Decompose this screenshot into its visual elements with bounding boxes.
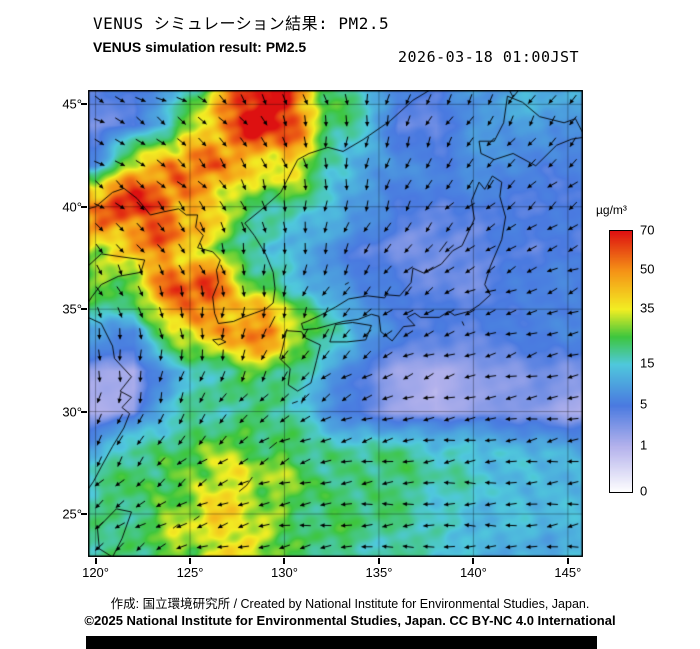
colorbar-tick-label: 0 [640,483,648,499]
lon-tick-mark [566,558,569,564]
page-title-english: VENUS simulation result: PM2.5 [93,39,307,55]
colorbar-tick-label: 15 [640,355,655,371]
lon-tick-mark [377,558,380,564]
colorbar-unit-label: µg/m³ [596,203,627,217]
lon-tick-label: 145° [554,565,582,580]
lon-tick-label: 130° [271,565,298,580]
lat-tick-label: 30° [62,404,82,420]
lon-tick-mark [472,558,475,564]
lat-tick-mark [81,410,87,413]
lon-tick-mark [94,558,97,564]
colorbar-tick-label: 1 [640,437,648,453]
lon-tick-label: 120° [82,565,109,580]
copyright-line: ©2025 National Institute for Environment… [84,613,616,628]
lon-tick-mark [189,558,192,564]
lat-tick-label: 25° [62,506,82,522]
lat-tick-mark [81,103,87,106]
lat-tick-label: 40° [62,199,82,215]
pm25-concentration-map [88,90,583,557]
lon-tick-label: 140° [459,565,487,580]
lat-tick-label: 35° [62,301,82,317]
lon-tick-mark [283,558,286,564]
colorbar-tick-label: 35 [640,300,655,316]
colorbar-tick-label: 5 [640,396,648,412]
colorbar [609,230,633,493]
credit-line: 作成: 国立環境研究所 / Created by National Instit… [110,597,590,611]
bottom-bar [86,636,597,649]
page-title-japanese: VENUS シミュレーション結果: PM2.5 [93,14,390,33]
lon-tick-label: 125° [176,565,204,580]
lat-tick-mark [81,512,87,515]
lon-tick-label: 135° [365,565,393,580]
colorbar-tick-label: 50 [640,261,655,277]
colorbar-tick-label: 70 [640,222,655,238]
lat-tick-mark [81,205,87,208]
timestamp-label: 2026-03-18 01:00JST [398,48,580,66]
lat-tick-mark [81,308,87,311]
lat-tick-label: 45° [62,96,82,112]
